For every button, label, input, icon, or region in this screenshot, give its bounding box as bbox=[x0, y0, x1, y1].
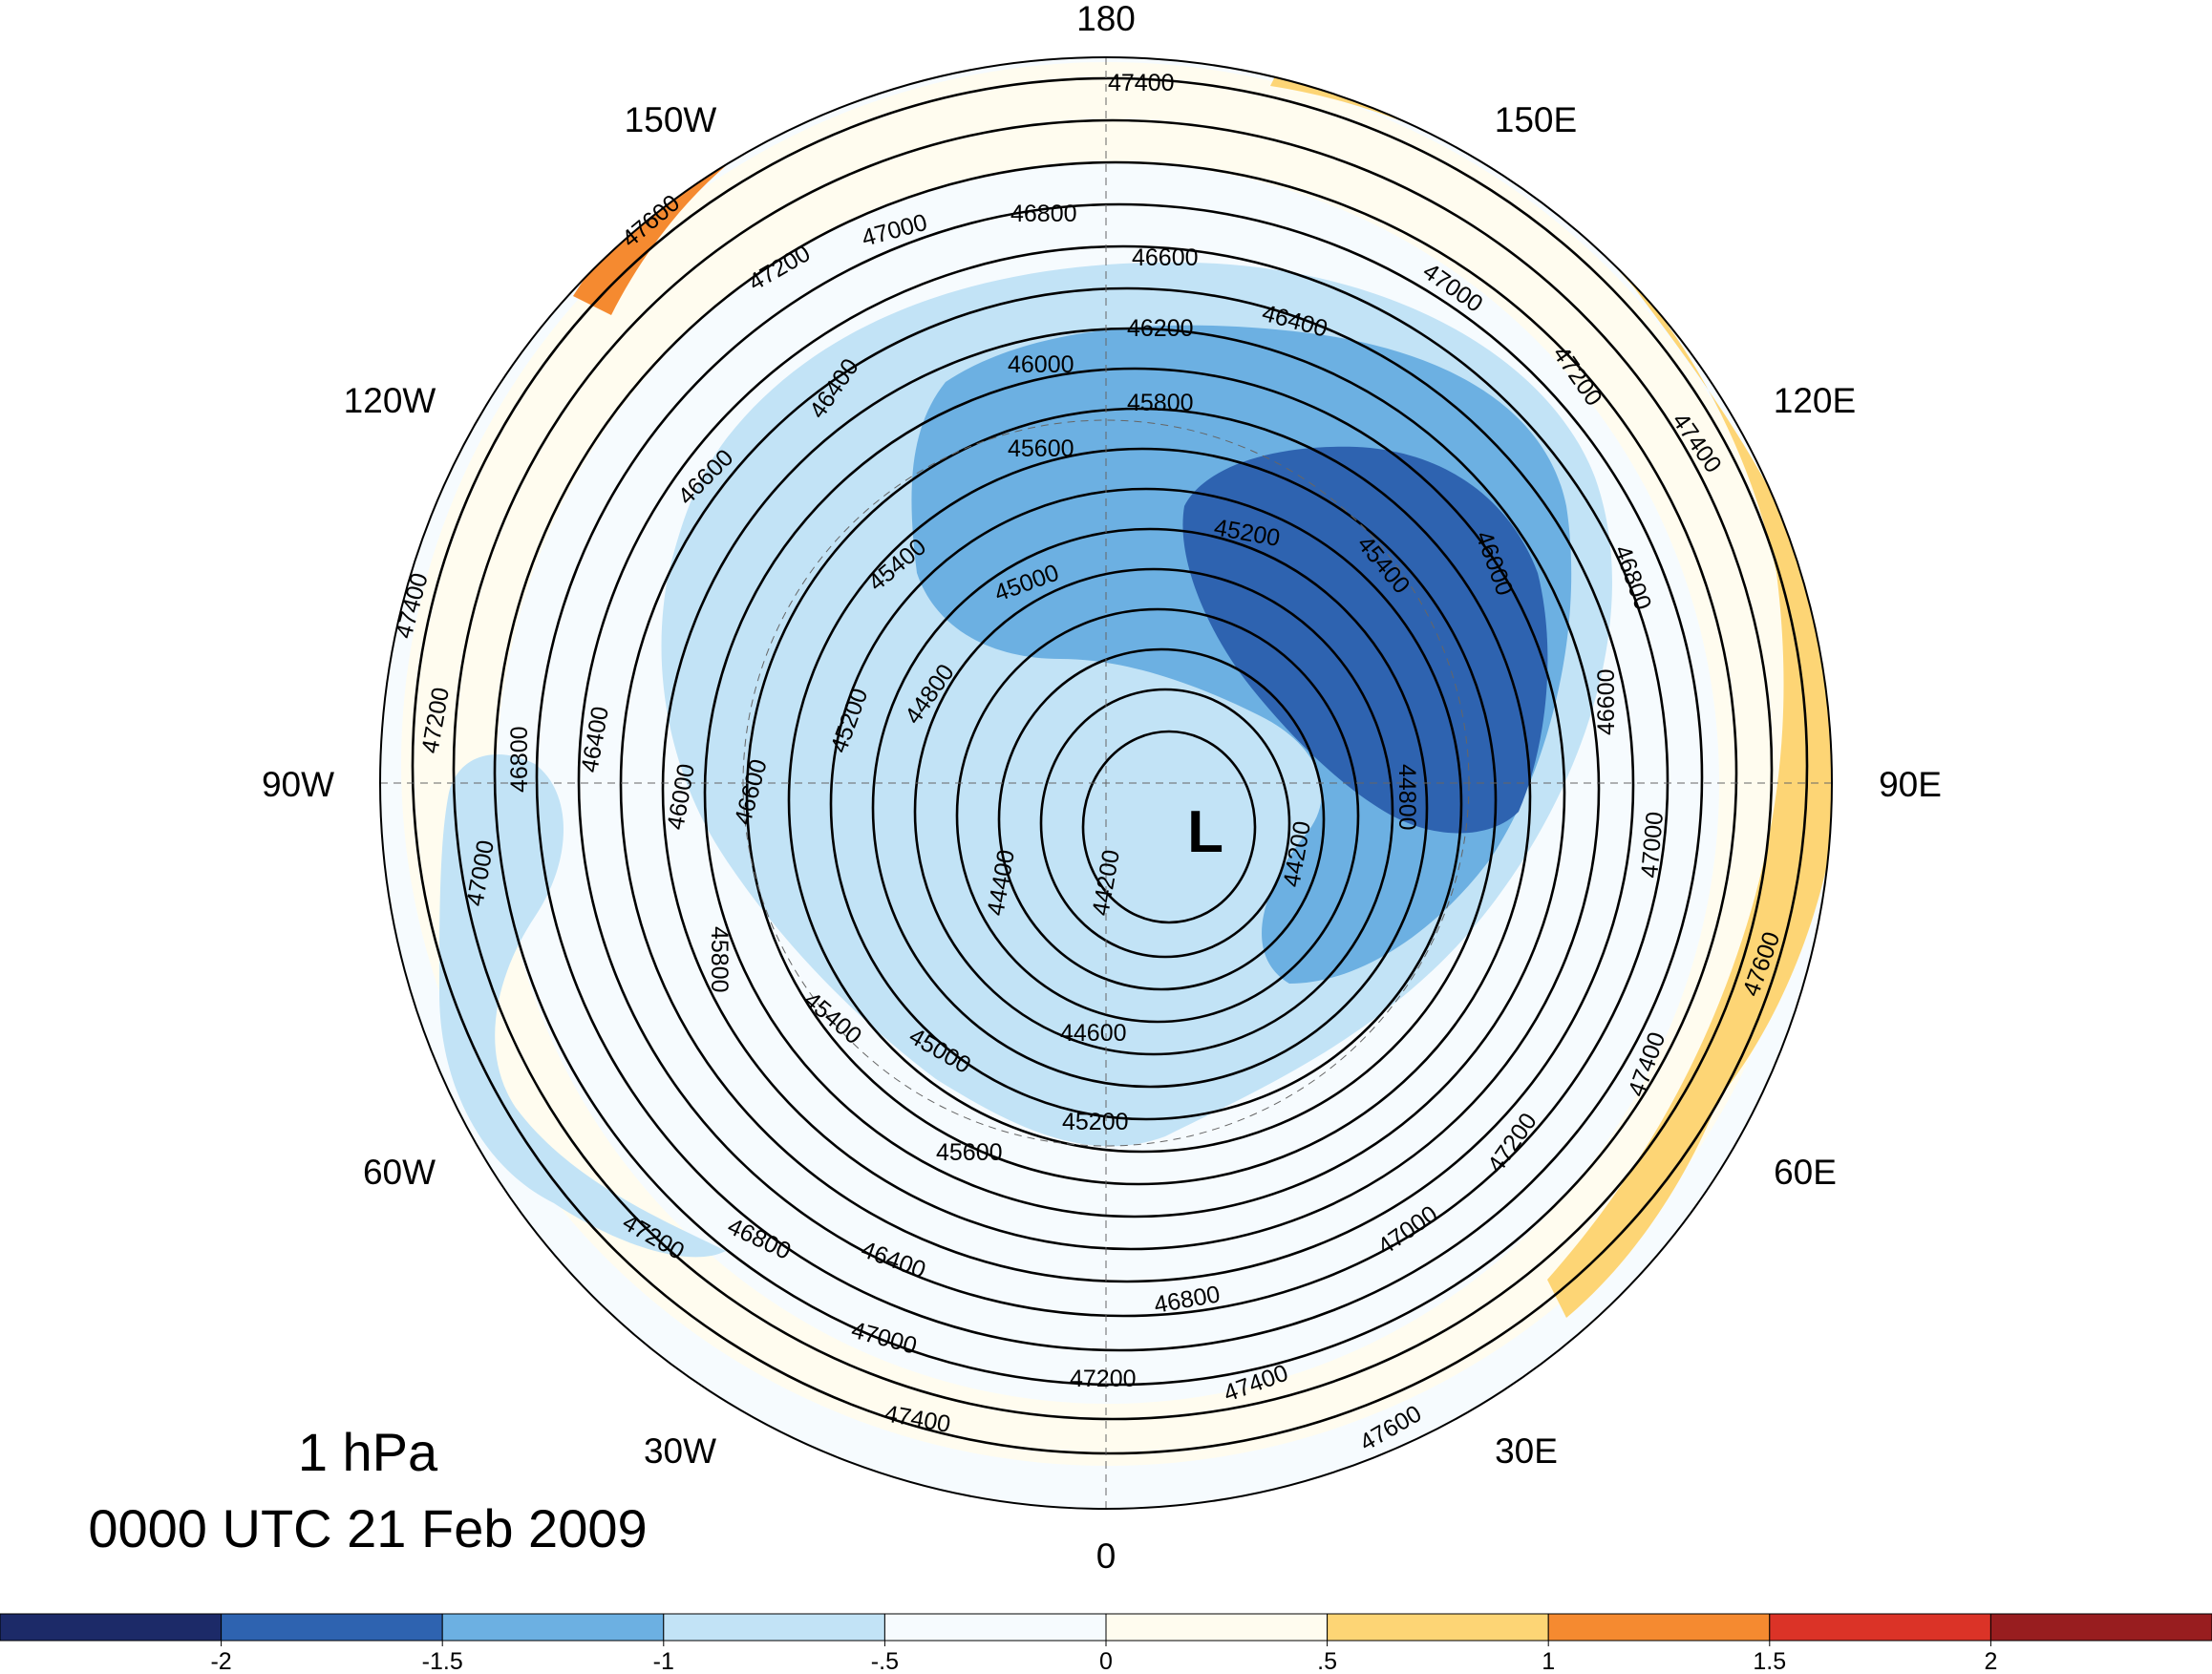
contour-label: 44600 bbox=[1060, 1020, 1127, 1047]
contour-label: 44800 bbox=[1393, 764, 1420, 831]
colorbar-swatch bbox=[1105, 1613, 1329, 1642]
contour-line bbox=[1081, 730, 1257, 924]
graticule bbox=[380, 57, 1832, 1509]
contour-line bbox=[493, 160, 1738, 1387]
pressure-level-title: 1 hPa bbox=[298, 1422, 438, 1482]
lon-label: 150W bbox=[625, 100, 717, 139]
colorbar-swatch bbox=[883, 1613, 1107, 1642]
contour-line bbox=[535, 202, 1704, 1352]
contour-line bbox=[1039, 688, 1291, 959]
contour-line bbox=[577, 244, 1670, 1318]
lon-label: 60E bbox=[1774, 1153, 1837, 1192]
colorbar-tick-label: -1 bbox=[653, 1648, 674, 1674]
colorbar-tick-label: 1.5 bbox=[1753, 1648, 1786, 1674]
contour-line bbox=[997, 647, 1326, 991]
contour-label: 45800 bbox=[1127, 390, 1194, 416]
contour-line bbox=[829, 487, 1463, 1121]
contour-line bbox=[955, 607, 1360, 1024]
colorbar-swatch bbox=[441, 1613, 665, 1642]
colorbar-tick-label: -.5 bbox=[871, 1648, 899, 1674]
contour-label: 45800 bbox=[706, 926, 733, 993]
lon-label: 60W bbox=[363, 1153, 436, 1192]
contour-label: 45600 bbox=[936, 1139, 1003, 1166]
contour-label: 46600 bbox=[1132, 244, 1199, 271]
colorbar-tick-label: 2 bbox=[1984, 1648, 1997, 1674]
contour-label: 47000 bbox=[1636, 811, 1669, 879]
colorbar: -2 -1.5 -1 -.5 0 .5 1 1.5 2 bbox=[0, 1613, 2212, 1674]
colorbar-swatch bbox=[1327, 1613, 1549, 1642]
colorbar-swatch bbox=[1547, 1613, 1771, 1642]
lon-label: 120E bbox=[1774, 381, 1856, 420]
contour-label: 45200 bbox=[1062, 1109, 1129, 1135]
lon-label: 90E bbox=[1879, 765, 1942, 804]
colorbar-swatch bbox=[221, 1613, 443, 1642]
height-contours bbox=[411, 76, 1809, 1455]
lon-label: 180 bbox=[1076, 0, 1136, 38]
lon-label: 150E bbox=[1495, 100, 1577, 139]
colorbar-swatch bbox=[663, 1613, 885, 1642]
lon-label: 0 bbox=[1096, 1536, 1117, 1576]
contour-line bbox=[661, 327, 1601, 1251]
contour-label: 46200 bbox=[1127, 315, 1194, 342]
lon-label: 120W bbox=[344, 381, 436, 420]
lon-label: 30W bbox=[644, 1431, 716, 1471]
contour-line bbox=[745, 407, 1532, 1186]
contour-line bbox=[452, 118, 1774, 1421]
contour-label: 47400 bbox=[1108, 70, 1175, 96]
contour-line bbox=[913, 567, 1394, 1056]
colorbar-tick-label: 1 bbox=[1542, 1648, 1555, 1674]
contour-line bbox=[703, 367, 1566, 1218]
colorbar-swatch bbox=[1769, 1613, 1991, 1642]
contour-line bbox=[871, 527, 1429, 1089]
contour-label: 46000 bbox=[1008, 351, 1074, 378]
contour-label: 46800 bbox=[1010, 201, 1077, 227]
contour-line bbox=[787, 447, 1498, 1154]
colorbar-swatch bbox=[1989, 1613, 2212, 1642]
lon-label: 90W bbox=[262, 765, 334, 804]
colorbar-tick-label: 0 bbox=[1099, 1648, 1113, 1674]
longitude-labels: 180 150E 120E 90E 60E 30E 0 30W 60W 90W … bbox=[262, 0, 1942, 1576]
colorbar-tick-label: -1.5 bbox=[422, 1648, 463, 1674]
map-boundary bbox=[379, 56, 1833, 1510]
contour-label: 45600 bbox=[1008, 435, 1074, 462]
contour-line bbox=[411, 76, 1809, 1455]
contour-line bbox=[619, 286, 1635, 1283]
lon-label: 30E bbox=[1495, 1431, 1558, 1471]
contour-label: 47200 bbox=[1070, 1366, 1137, 1392]
valid-time-title: 0000 UTC 21 Feb 2009 bbox=[88, 1498, 647, 1558]
low-pressure-marker: L bbox=[1187, 799, 1223, 865]
colorbar-tick-label: .5 bbox=[1317, 1648, 1337, 1674]
contour-label: 46600 bbox=[1593, 668, 1620, 735]
colorbar-swatch bbox=[0, 1613, 223, 1642]
contour-label: 46800 bbox=[506, 726, 533, 793]
colorbar-tick-label: -2 bbox=[210, 1648, 231, 1674]
